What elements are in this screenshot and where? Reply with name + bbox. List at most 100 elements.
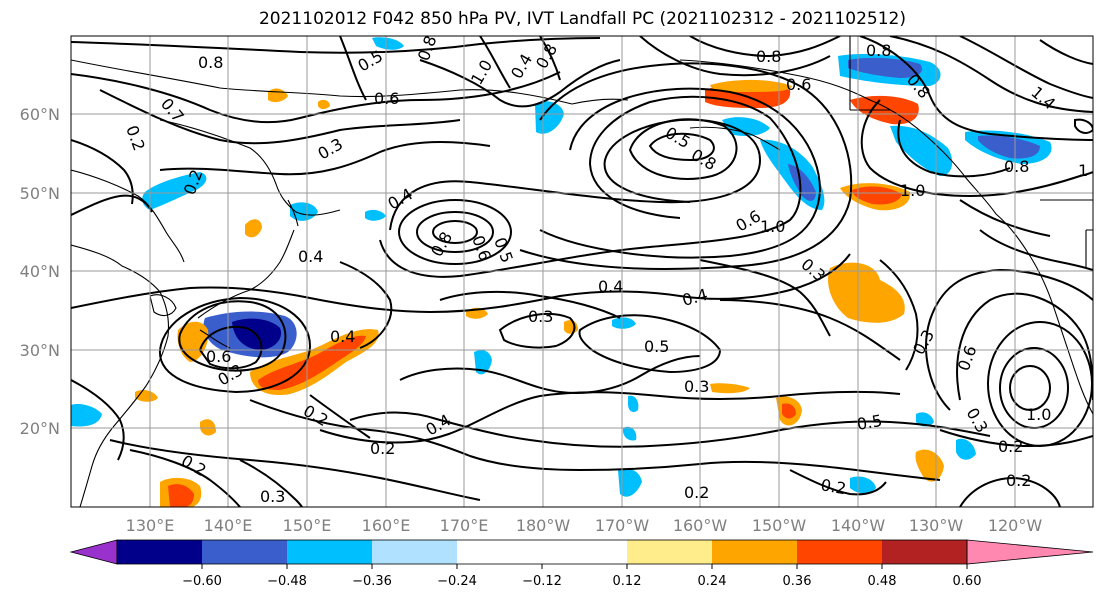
- lat-label: 50°N: [20, 184, 60, 203]
- shade-negative: [474, 350, 492, 375]
- contour-label: 0.5: [644, 337, 669, 356]
- contour-line: [879, 259, 919, 371]
- coast-alaska: [679, 59, 997, 215]
- colorbar-tick-label: −0.36: [352, 574, 392, 589]
- shade-positive: [710, 79, 792, 92]
- contour-line: [689, 36, 841, 58]
- border-lines: [849, 36, 890, 111]
- colorbar: −0.60 −0.48 −0.36 −0.24 −0.12 0.12 0.24 …: [69, 539, 1094, 589]
- contour-label: 0.3: [684, 377, 709, 396]
- colorbar-tick-label: 0.12: [613, 574, 642, 589]
- colorbar-segment: [457, 540, 542, 564]
- colorbar-extend-low: [69, 539, 118, 565]
- coastlines: [71, 36, 1093, 507]
- contour-label: 0.2: [684, 483, 709, 502]
- shade-negative: [916, 412, 934, 427]
- shade-negative: [365, 209, 386, 221]
- shade-negative: [956, 438, 976, 460]
- contour-label: 0.8: [756, 47, 781, 66]
- colorbar-tick-labels: −0.60 −0.48 −0.36 −0.24 −0.12 0.12 0.24 …: [182, 574, 981, 589]
- contour-label: 0.2: [370, 439, 395, 458]
- coast-siberia: [71, 59, 573, 105]
- lat-label: 30°N: [20, 341, 60, 360]
- colorbar-segment: [797, 540, 882, 564]
- coast-aleutians: [689, 126, 781, 151]
- contour-line: [889, 36, 1093, 113]
- contour-label: 1.0: [1026, 405, 1051, 424]
- contour-line: [719, 299, 901, 361]
- lat-label: 40°N: [20, 262, 60, 281]
- contour-label: 0.2: [1006, 471, 1031, 490]
- contour-label: 1.0: [760, 217, 785, 236]
- lon-label: 160°W: [673, 516, 728, 535]
- contour-line: [897, 119, 1011, 178]
- contour-line: [979, 229, 1093, 271]
- map-title: 2021102012 F042 850 hPa PV, IVT Landfall…: [258, 9, 906, 29]
- contour-line: [939, 429, 1093, 448]
- contour-label: 0.4: [298, 247, 323, 266]
- contour-label: 0.6: [786, 75, 811, 94]
- contour-line: [71, 71, 561, 124]
- colorbar-segment: [712, 540, 797, 564]
- colorbar-segment: [542, 540, 627, 564]
- contour-line: [539, 36, 561, 81]
- lon-label: 150°W: [752, 516, 807, 535]
- contour-line: [339, 261, 393, 349]
- lon-label: 140°W: [831, 516, 886, 535]
- shade-negative: [848, 57, 922, 78]
- colorbar-tick-label: 0.36: [783, 574, 812, 589]
- colorbar-extend-high: [966, 539, 1094, 565]
- contour-line: [439, 290, 621, 319]
- contour-label: 1: [1078, 161, 1088, 180]
- coast-japan: [199, 329, 231, 349]
- shade-negative: [372, 37, 404, 50]
- contour-line: [249, 399, 941, 481]
- contour-line: [699, 259, 831, 337]
- shade-positive: [245, 219, 262, 238]
- contour-line: [389, 118, 762, 231]
- coast-nwamerica: [995, 213, 1093, 415]
- contour-line: [479, 36, 511, 89]
- contour-label: 0.8: [866, 41, 891, 60]
- contour-line: [639, 36, 831, 77]
- longitude-labels: 130°E 140°E 150°E 160°E 170°E 180°W 170°…: [126, 516, 1043, 535]
- colorbar-tick-label: −0.24: [437, 574, 477, 589]
- shade-positive: [710, 383, 750, 394]
- coast-japan: [287, 199, 299, 227]
- contour-line: [198, 326, 263, 370]
- coast-asia: [71, 244, 170, 507]
- lon-label: 170°W: [595, 516, 650, 535]
- contour-line: [956, 292, 1093, 401]
- contour-line: [925, 268, 1093, 411]
- lon-label: 130°W: [909, 516, 964, 535]
- contour-line: [1009, 365, 1051, 411]
- colorbar-tick-label: 0.48: [868, 574, 897, 589]
- contour-label: 0.3: [260, 487, 285, 506]
- lon-label: 180°W: [516, 516, 571, 535]
- contour-line: [416, 211, 494, 253]
- colorbar-ticks: [201, 564, 968, 569]
- contour-label: 0.5: [855, 411, 883, 434]
- colorbar-segment: [117, 540, 202, 564]
- lon-label: 160°E: [362, 516, 411, 535]
- contour-line: [959, 199, 1051, 237]
- shade-positive: [915, 449, 944, 482]
- shade-negative: [71, 404, 102, 427]
- contour-line: [71, 379, 125, 461]
- lon-label: 140°E: [204, 516, 253, 535]
- shade-negative: [535, 101, 564, 134]
- shade-positive: [828, 262, 905, 323]
- colorbar-segment: [372, 540, 457, 564]
- colorbar-tick-label: −0.48: [267, 574, 307, 589]
- border-lines: [1040, 199, 1093, 268]
- contour-line: [498, 313, 576, 349]
- contour-label: 0.2: [998, 437, 1023, 456]
- shade-negative: [623, 426, 637, 441]
- contour-line: [129, 449, 241, 507]
- shade-positive: [852, 186, 902, 205]
- contour-label: 1.0: [900, 181, 925, 200]
- contour-line: [519, 62, 853, 270]
- shade-positive: [782, 403, 796, 419]
- contour-line: [432, 220, 478, 244]
- shade-negative: [628, 395, 639, 412]
